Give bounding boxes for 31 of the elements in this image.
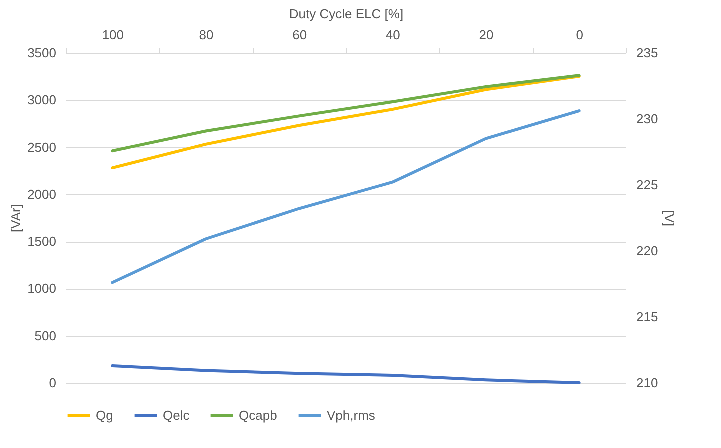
- x-tick-label: 60: [292, 28, 308, 42]
- x-tick-label: 100: [102, 28, 124, 42]
- legend-label: Qcapb: [239, 408, 278, 423]
- y2-tick-label: 220: [636, 244, 658, 258]
- y2-tick-label: 210: [636, 376, 658, 390]
- line-series: [111, 74, 581, 153]
- y-tick-label: 3500: [28, 46, 56, 60]
- y-tick-label: 0: [49, 376, 56, 390]
- y2-tick-label: 215: [636, 310, 658, 324]
- x-axis-title: Duty Cycle ELC [%]: [289, 6, 404, 22]
- legend-label: Vph,rms: [327, 408, 376, 423]
- x-tick-label: 20: [479, 28, 494, 42]
- x-tick-label: 40: [386, 28, 400, 42]
- y-tick-label: 1500: [28, 234, 56, 250]
- x-tick-label: 80: [199, 28, 214, 42]
- legend-label: Qelc: [163, 408, 190, 423]
- y-tick-label: 1000: [28, 281, 56, 296]
- y-tick-label: 3000: [28, 92, 56, 108]
- y2-tick-label: 230: [636, 112, 658, 126]
- y-axis-title: [VAr]: [8, 204, 24, 232]
- y-tick-label: 2000: [28, 186, 56, 202]
- y2-tick-label: 225: [636, 178, 658, 192]
- y2-tick-label: 235: [636, 46, 658, 60]
- line-series: [111, 110, 581, 284]
- line-series: [111, 75, 581, 170]
- legend-label: Qg: [96, 408, 114, 423]
- line-series: [111, 364, 581, 384]
- y-tick-label: 2500: [28, 140, 56, 155]
- y2-axis-title: [V]: [662, 210, 678, 226]
- x-tick-label: 0: [576, 28, 584, 42]
- y-tick-label: 500: [34, 328, 56, 344]
